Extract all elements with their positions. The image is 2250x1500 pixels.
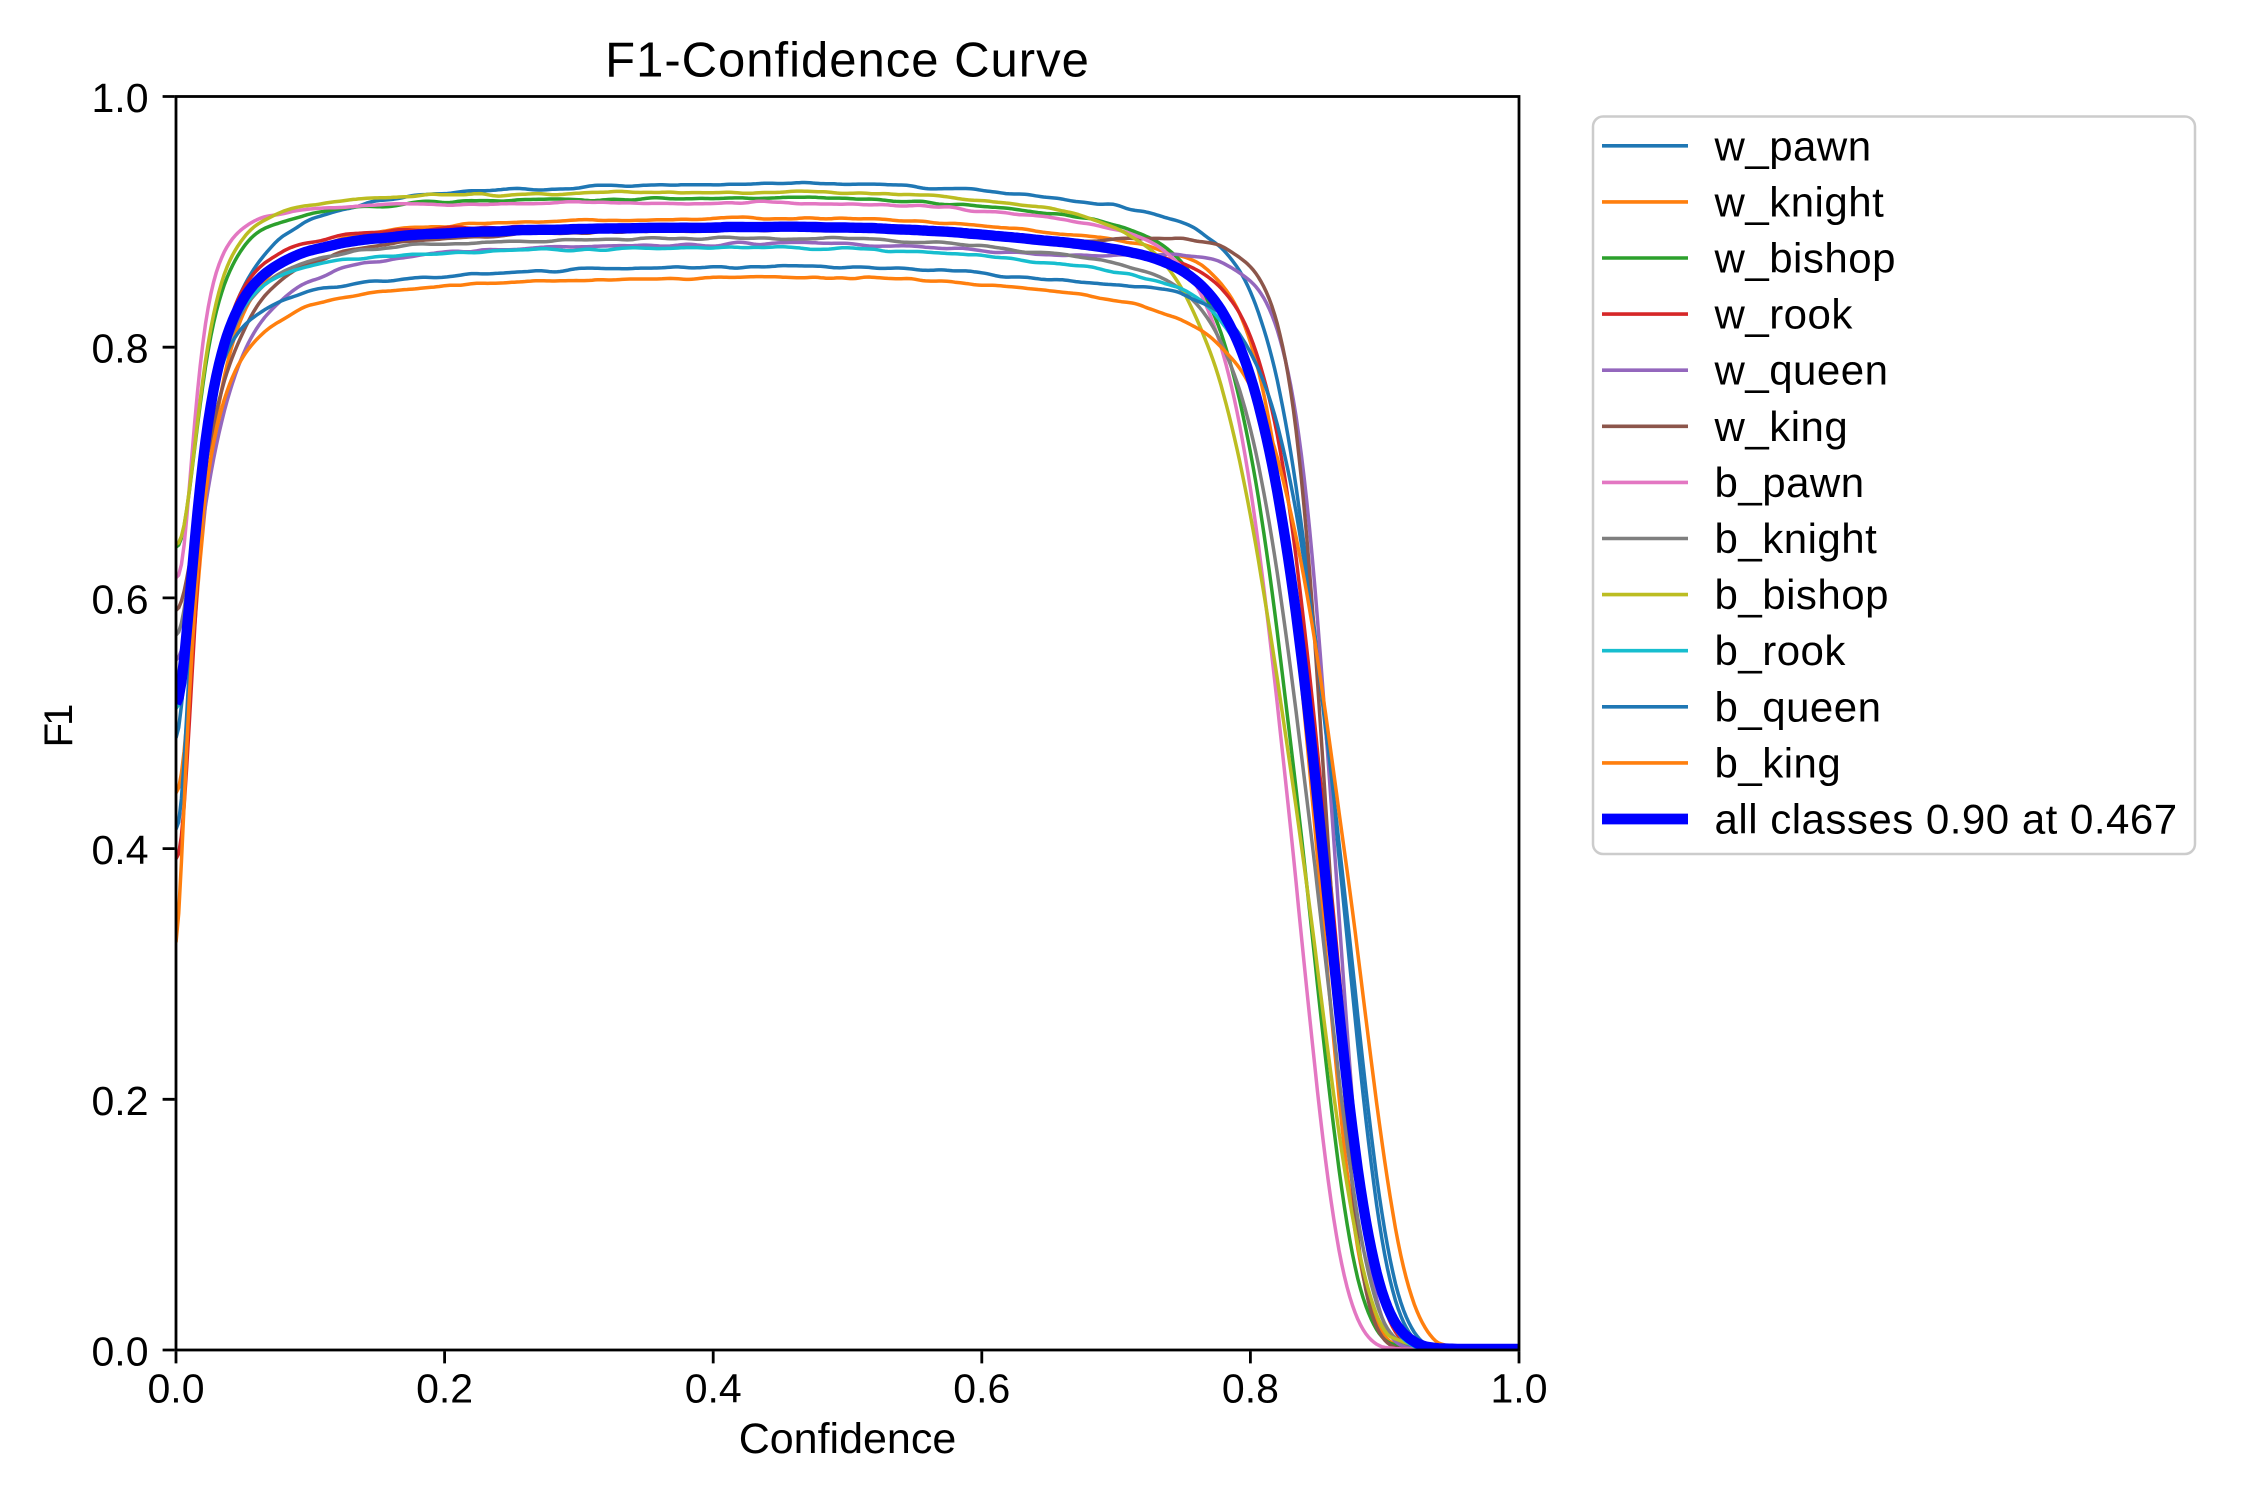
svg-text:b_pawn: b_pawn — [1715, 459, 1865, 506]
svg-text:0.4: 0.4 — [92, 827, 149, 873]
svg-text:F1: F1 — [37, 705, 81, 747]
svg-text:0.4: 0.4 — [685, 1366, 742, 1412]
svg-text:w_knight: w_knight — [1714, 178, 1885, 225]
svg-text:0.2: 0.2 — [416, 1366, 473, 1412]
svg-text:F1-Confidence Curve: F1-Confidence Curve — [605, 34, 1090, 88]
svg-text:0.6: 0.6 — [953, 1366, 1010, 1412]
svg-text:b_king: b_king — [1715, 739, 1842, 786]
svg-text:0.0: 0.0 — [148, 1366, 205, 1412]
svg-text:b_rook: b_rook — [1715, 627, 1847, 674]
svg-text:w_pawn: w_pawn — [1714, 122, 1872, 169]
svg-text:0.8: 0.8 — [92, 326, 149, 372]
svg-text:b_bishop: b_bishop — [1715, 571, 1889, 618]
svg-text:all classes 0.90 at 0.467: all classes 0.90 at 0.467 — [1715, 796, 2178, 843]
svg-text:w_bishop: w_bishop — [1714, 235, 1896, 282]
svg-text:0.6: 0.6 — [92, 576, 149, 622]
svg-text:0.8: 0.8 — [1222, 1366, 1279, 1412]
svg-text:w_rook: w_rook — [1714, 291, 1854, 338]
svg-text:Confidence: Confidence — [739, 1415, 957, 1463]
svg-text:0.0: 0.0 — [92, 1329, 149, 1375]
svg-text:0.2: 0.2 — [92, 1078, 149, 1124]
svg-text:b_queen: b_queen — [1715, 683, 1882, 730]
svg-text:1.0: 1.0 — [92, 75, 149, 121]
svg-text:b_knight: b_knight — [1715, 515, 1878, 562]
svg-text:w_king: w_king — [1714, 403, 1849, 450]
svg-text:w_queen: w_queen — [1714, 347, 1889, 394]
svg-text:1.0: 1.0 — [1491, 1366, 1548, 1412]
